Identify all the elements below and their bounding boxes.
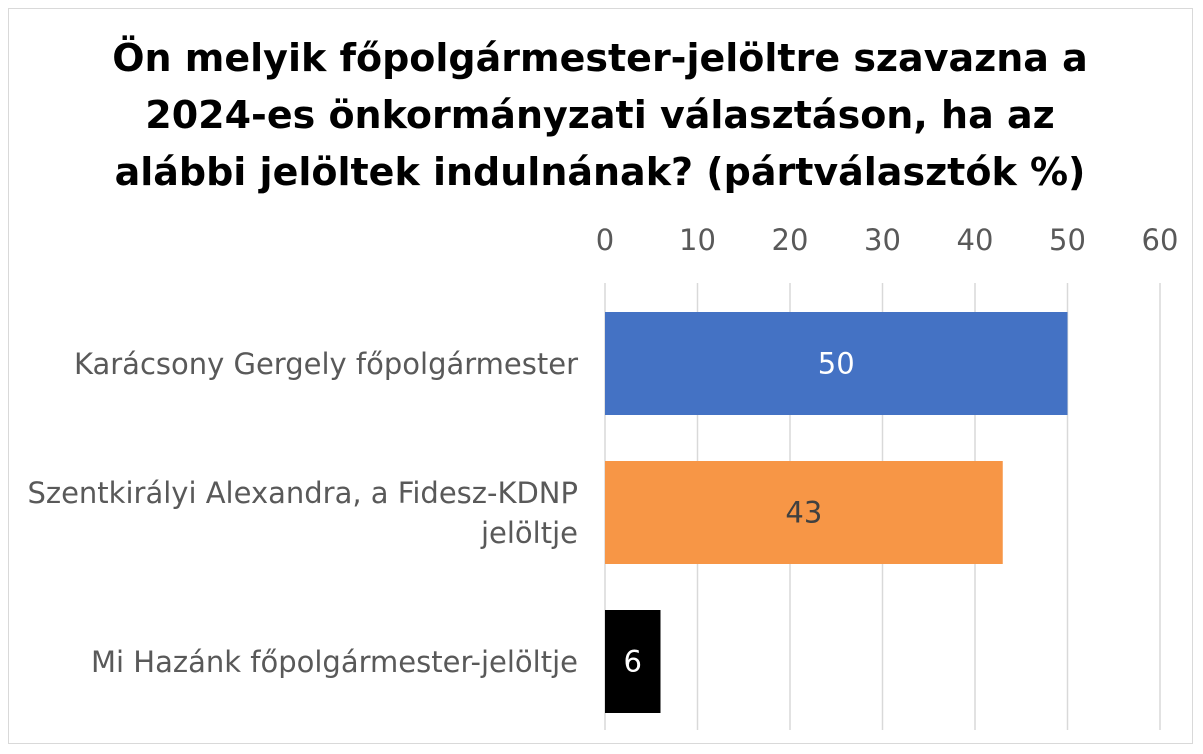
data-label: 50 bbox=[818, 347, 855, 381]
x-tick-label: 60 bbox=[1142, 223, 1179, 257]
x-tick-label: 0 bbox=[596, 223, 614, 257]
category-label: Karácsony Gergely főpolgármester bbox=[73, 346, 578, 381]
x-tick-label: 20 bbox=[772, 223, 809, 257]
x-tick-label: 40 bbox=[957, 223, 994, 257]
x-tick-label: 10 bbox=[679, 223, 716, 257]
x-tick-label: 50 bbox=[1049, 223, 1086, 257]
bar bbox=[605, 461, 1003, 564]
data-label: 6 bbox=[624, 645, 642, 679]
bar bbox=[605, 312, 1068, 415]
bar bbox=[605, 610, 661, 713]
category-label: Szentkirályi Alexandra, a Fidesz-KDNP je… bbox=[27, 475, 578, 550]
data-label: 43 bbox=[785, 496, 822, 530]
chart-title: Ön melyik főpolgármester-jelöltre szavaz… bbox=[112, 36, 1088, 194]
x-tick-label: 30 bbox=[864, 223, 901, 257]
chart-border bbox=[8, 8, 1193, 744]
category-label: Mi Hazánk főpolgármester-jelöltje bbox=[91, 644, 578, 679]
